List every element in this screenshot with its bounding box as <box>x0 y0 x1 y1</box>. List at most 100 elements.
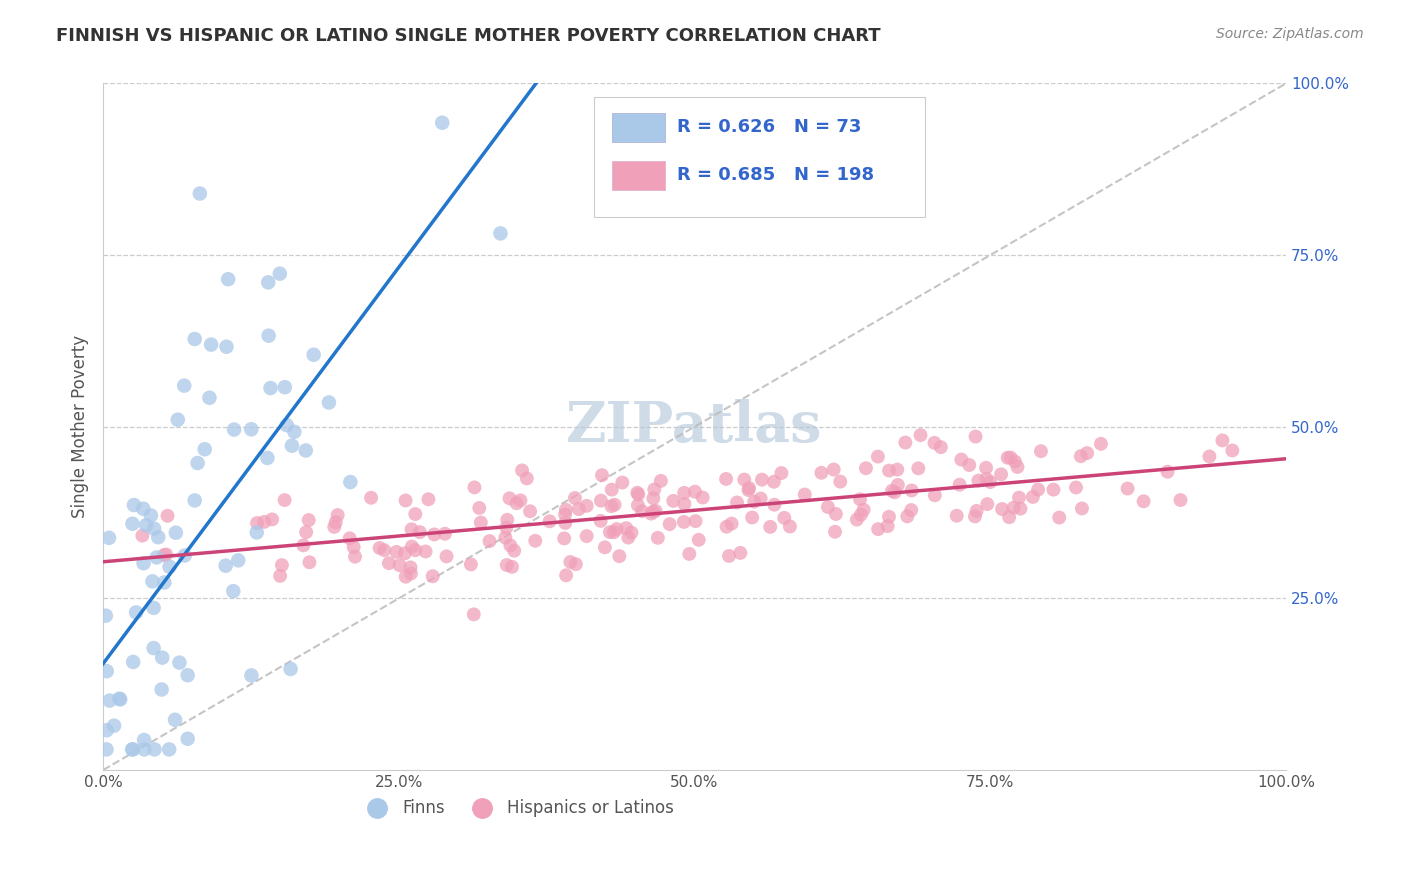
Point <box>1156 465 1178 479</box>
Point <box>614 521 637 535</box>
Point <box>132 501 155 516</box>
Point <box>974 460 997 475</box>
Point <box>98 531 121 545</box>
Point <box>910 428 932 442</box>
Point <box>298 513 321 527</box>
Point <box>600 499 623 513</box>
Point <box>373 543 395 558</box>
Point <box>1004 454 1026 468</box>
Point <box>143 522 166 536</box>
Point <box>94 608 117 623</box>
Point <box>868 522 890 536</box>
Point <box>143 742 166 756</box>
Point <box>1071 501 1094 516</box>
Point <box>617 531 640 545</box>
Point <box>565 557 588 571</box>
Point <box>139 508 162 523</box>
Point <box>385 545 408 559</box>
Point <box>183 332 205 346</box>
Text: FINNISH VS HISPANIC OR LATINO SINGLE MOTHER POVERTY CORRELATION CHART: FINNISH VS HISPANIC OR LATINO SINGLE MOT… <box>56 27 882 45</box>
Point <box>600 483 623 497</box>
Point <box>924 488 946 502</box>
Point <box>394 493 416 508</box>
Point <box>292 538 315 552</box>
Point <box>852 502 875 516</box>
Point <box>644 504 666 518</box>
Point <box>155 548 177 562</box>
Point <box>159 559 181 574</box>
Point <box>900 503 922 517</box>
Point <box>108 692 131 706</box>
Point <box>165 525 187 540</box>
Point <box>627 498 650 512</box>
Point <box>1198 450 1220 464</box>
Point <box>323 520 346 534</box>
Text: R = 0.626   N = 73: R = 0.626 N = 73 <box>676 119 862 136</box>
Bar <box>612 113 665 142</box>
Point <box>673 486 696 500</box>
Point <box>240 668 263 682</box>
Point <box>733 473 755 487</box>
Point <box>720 516 742 531</box>
Point <box>198 391 221 405</box>
Point <box>849 508 872 522</box>
Point <box>714 472 737 486</box>
Point <box>1090 437 1112 451</box>
Point <box>979 475 1001 489</box>
Point <box>742 494 765 508</box>
Point <box>141 574 163 589</box>
Point <box>499 538 522 552</box>
Point <box>998 510 1021 524</box>
Point <box>401 540 423 554</box>
Point <box>524 533 547 548</box>
Text: ZIPatlas: ZIPatlas <box>567 400 823 454</box>
Point <box>896 509 918 524</box>
Point <box>763 498 786 512</box>
Point <box>887 478 910 492</box>
Point <box>855 461 877 475</box>
Point <box>148 530 170 544</box>
Point <box>1220 443 1243 458</box>
Point <box>388 558 411 573</box>
Point <box>463 607 485 622</box>
Point <box>173 378 195 392</box>
Point <box>824 524 846 539</box>
Point <box>741 510 763 524</box>
Point <box>145 550 167 565</box>
Point <box>281 439 304 453</box>
Point <box>498 491 520 506</box>
Point <box>276 418 298 433</box>
Point <box>640 507 662 521</box>
Point <box>1000 450 1022 465</box>
Point <box>478 534 501 549</box>
Point <box>599 525 621 540</box>
Point <box>568 502 591 516</box>
Point <box>612 475 634 490</box>
Point <box>404 507 426 521</box>
Point <box>183 493 205 508</box>
Point <box>658 517 681 532</box>
Point <box>976 472 998 486</box>
Point <box>825 507 848 521</box>
Point <box>751 473 773 487</box>
Point <box>368 541 391 555</box>
FancyBboxPatch shape <box>593 97 925 218</box>
Point <box>553 532 575 546</box>
Point <box>222 423 245 437</box>
Point <box>150 682 173 697</box>
Point <box>823 462 845 476</box>
Point <box>554 502 576 516</box>
Point <box>643 491 665 506</box>
Point <box>269 267 291 281</box>
Point <box>399 560 422 574</box>
Point <box>176 668 198 682</box>
Point <box>967 474 990 488</box>
Point <box>326 508 349 522</box>
Point <box>997 450 1019 465</box>
Point <box>503 543 526 558</box>
Point <box>963 509 986 524</box>
Point <box>1211 434 1233 448</box>
Point <box>433 526 456 541</box>
Point <box>257 276 280 290</box>
Point <box>900 483 922 498</box>
